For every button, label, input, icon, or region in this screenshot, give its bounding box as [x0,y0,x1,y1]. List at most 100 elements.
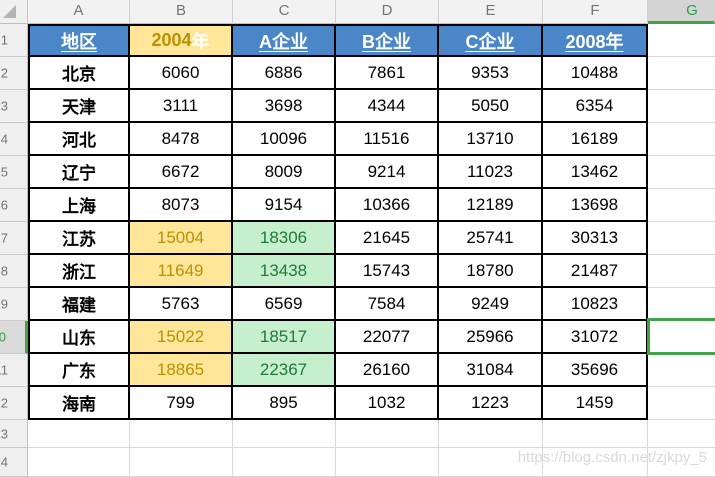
column-header-G[interactable]: G [648,0,715,24]
cell-value[interactable]: 11649 [130,255,233,288]
row-header-10[interactable]: 10 [0,321,28,354]
cell-value[interactable]: 3698 [233,90,336,123]
column-header-F[interactable]: F [543,0,648,24]
cell-value[interactable]: 25966 [439,321,543,354]
cell-value[interactable]: 895 [233,387,336,420]
cell-value[interactable]: 5763 [130,288,233,321]
cell-value[interactable]: 12189 [439,189,543,222]
cell-empty-G[interactable] [648,288,715,321]
cell-value[interactable]: 5050 [439,90,543,123]
cell-region-4[interactable]: 河北 [28,123,130,156]
cell-empty-G[interactable] [648,255,715,288]
header-cell-company-b[interactable]: B企业 [336,24,439,57]
column-header-B[interactable]: B [130,0,233,24]
column-header-E[interactable]: E [439,0,543,24]
cell-value[interactable]: 18780 [439,255,543,288]
row-header-14[interactable]: 14 [0,448,28,477]
row-header-12[interactable]: 12 [0,387,28,420]
cell-value[interactable]: 25741 [439,222,543,255]
cell-value[interactable]: 21645 [336,222,439,255]
cell-region-12[interactable]: 海南 [28,387,130,420]
cell-value[interactable]: 1032 [336,387,439,420]
cell-empty[interactable] [233,420,336,448]
cell-empty[interactable] [543,420,648,448]
row-header-3[interactable]: 3 [0,90,28,123]
cell-region-9[interactable]: 福建 [28,288,130,321]
cell-empty[interactable] [336,420,439,448]
cell-empty[interactable] [543,448,648,477]
cell-value[interactable]: 7584 [336,288,439,321]
column-header-A[interactable]: A [28,0,130,24]
row-header-4[interactable]: 4 [0,123,28,156]
cell-region-10[interactable]: 山东 [28,321,130,354]
cell-empty[interactable] [439,448,543,477]
cell-empty-G[interactable] [648,123,715,156]
cell-value[interactable]: 9353 [439,57,543,90]
header-cell-company-a[interactable]: A企业 [233,24,336,57]
cell-value[interactable]: 31072 [543,321,648,354]
header-cell-region[interactable]: 地区 [28,24,130,57]
header-cell-2008[interactable]: 2008年 [543,24,648,57]
cell-value[interactable]: 6060 [130,57,233,90]
cell-region-6[interactable]: 上海 [28,189,130,222]
cell-region-5[interactable]: 辽宁 [28,156,130,189]
cell-value[interactable]: 1223 [439,387,543,420]
cell-empty-G[interactable] [648,57,715,90]
cell-value[interactable]: 21487 [543,255,648,288]
cell-region-11[interactable]: 广东 [28,354,130,387]
cell-value[interactable]: 4344 [336,90,439,123]
cell-value[interactable]: 18517 [233,321,336,354]
row-header-2[interactable]: 2 [0,57,28,90]
cell-empty[interactable] [130,448,233,477]
row-header-6[interactable]: 6 [0,189,28,222]
row-header-13[interactable]: 13 [0,420,28,448]
cell-region-2[interactable]: 北京 [28,57,130,90]
cell-value[interactable]: 13462 [543,156,648,189]
cell-value[interactable]: 16189 [543,123,648,156]
cell-value[interactable]: 1459 [543,387,648,420]
cell-value[interactable]: 799 [130,387,233,420]
cell-value[interactable]: 9214 [336,156,439,189]
cell-empty-G[interactable] [648,90,715,123]
cell-value[interactable]: 6886 [233,57,336,90]
row-header-1[interactable]: 1 [0,24,28,57]
cell-value[interactable]: 8009 [233,156,336,189]
cell-value[interactable]: 13438 [233,255,336,288]
cell-value[interactable]: 13698 [543,189,648,222]
cell-value[interactable]: 6569 [233,288,336,321]
row-header-9[interactable]: 9 [0,288,28,321]
select-all-corner[interactable] [0,0,28,24]
cell-empty-G[interactable] [648,156,715,189]
row-header-11[interactable]: 11 [0,354,28,387]
cell-value[interactable]: 3111 [130,90,233,123]
row-header-7[interactable]: 7 [0,222,28,255]
cell-value[interactable]: 35696 [543,354,648,387]
cell-empty[interactable] [336,448,439,477]
cell-value[interactable]: 9154 [233,189,336,222]
cell-value[interactable]: 11516 [336,123,439,156]
cell-value[interactable]: 15004 [130,222,233,255]
cell-empty[interactable] [648,420,715,448]
cell-value[interactable]: 13710 [439,123,543,156]
cell-value[interactable]: 10488 [543,57,648,90]
cell-empty-G[interactable] [648,354,715,387]
cell-region-7[interactable]: 江苏 [28,222,130,255]
header-cell-2004[interactable]: 2004 年 [130,24,233,57]
cell-empty-G[interactable] [648,387,715,420]
cell-value[interactable]: 8478 [130,123,233,156]
cell-value[interactable]: 11023 [439,156,543,189]
row-header-5[interactable]: 5 [0,156,28,189]
cell-value[interactable]: 18306 [233,222,336,255]
cell-empty-G[interactable] [648,189,715,222]
cell-value[interactable]: 15022 [130,321,233,354]
cell-value[interactable]: 10366 [336,189,439,222]
cell-value[interactable]: 8073 [130,189,233,222]
cell-value[interactable]: 9249 [439,288,543,321]
cell-empty-G[interactable] [648,321,715,354]
cell-empty[interactable] [28,448,130,477]
cell-value[interactable]: 7861 [336,57,439,90]
cell-value[interactable]: 18865 [130,354,233,387]
cell-value[interactable]: 6672 [130,156,233,189]
column-header-D[interactable]: D [336,0,439,24]
header-cell-company-c[interactable]: C企业 [439,24,543,57]
